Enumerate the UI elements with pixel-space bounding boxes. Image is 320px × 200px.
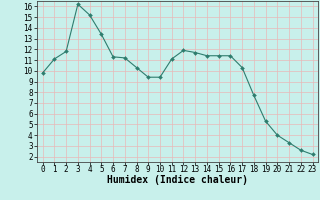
X-axis label: Humidex (Indice chaleur): Humidex (Indice chaleur) — [107, 175, 248, 185]
